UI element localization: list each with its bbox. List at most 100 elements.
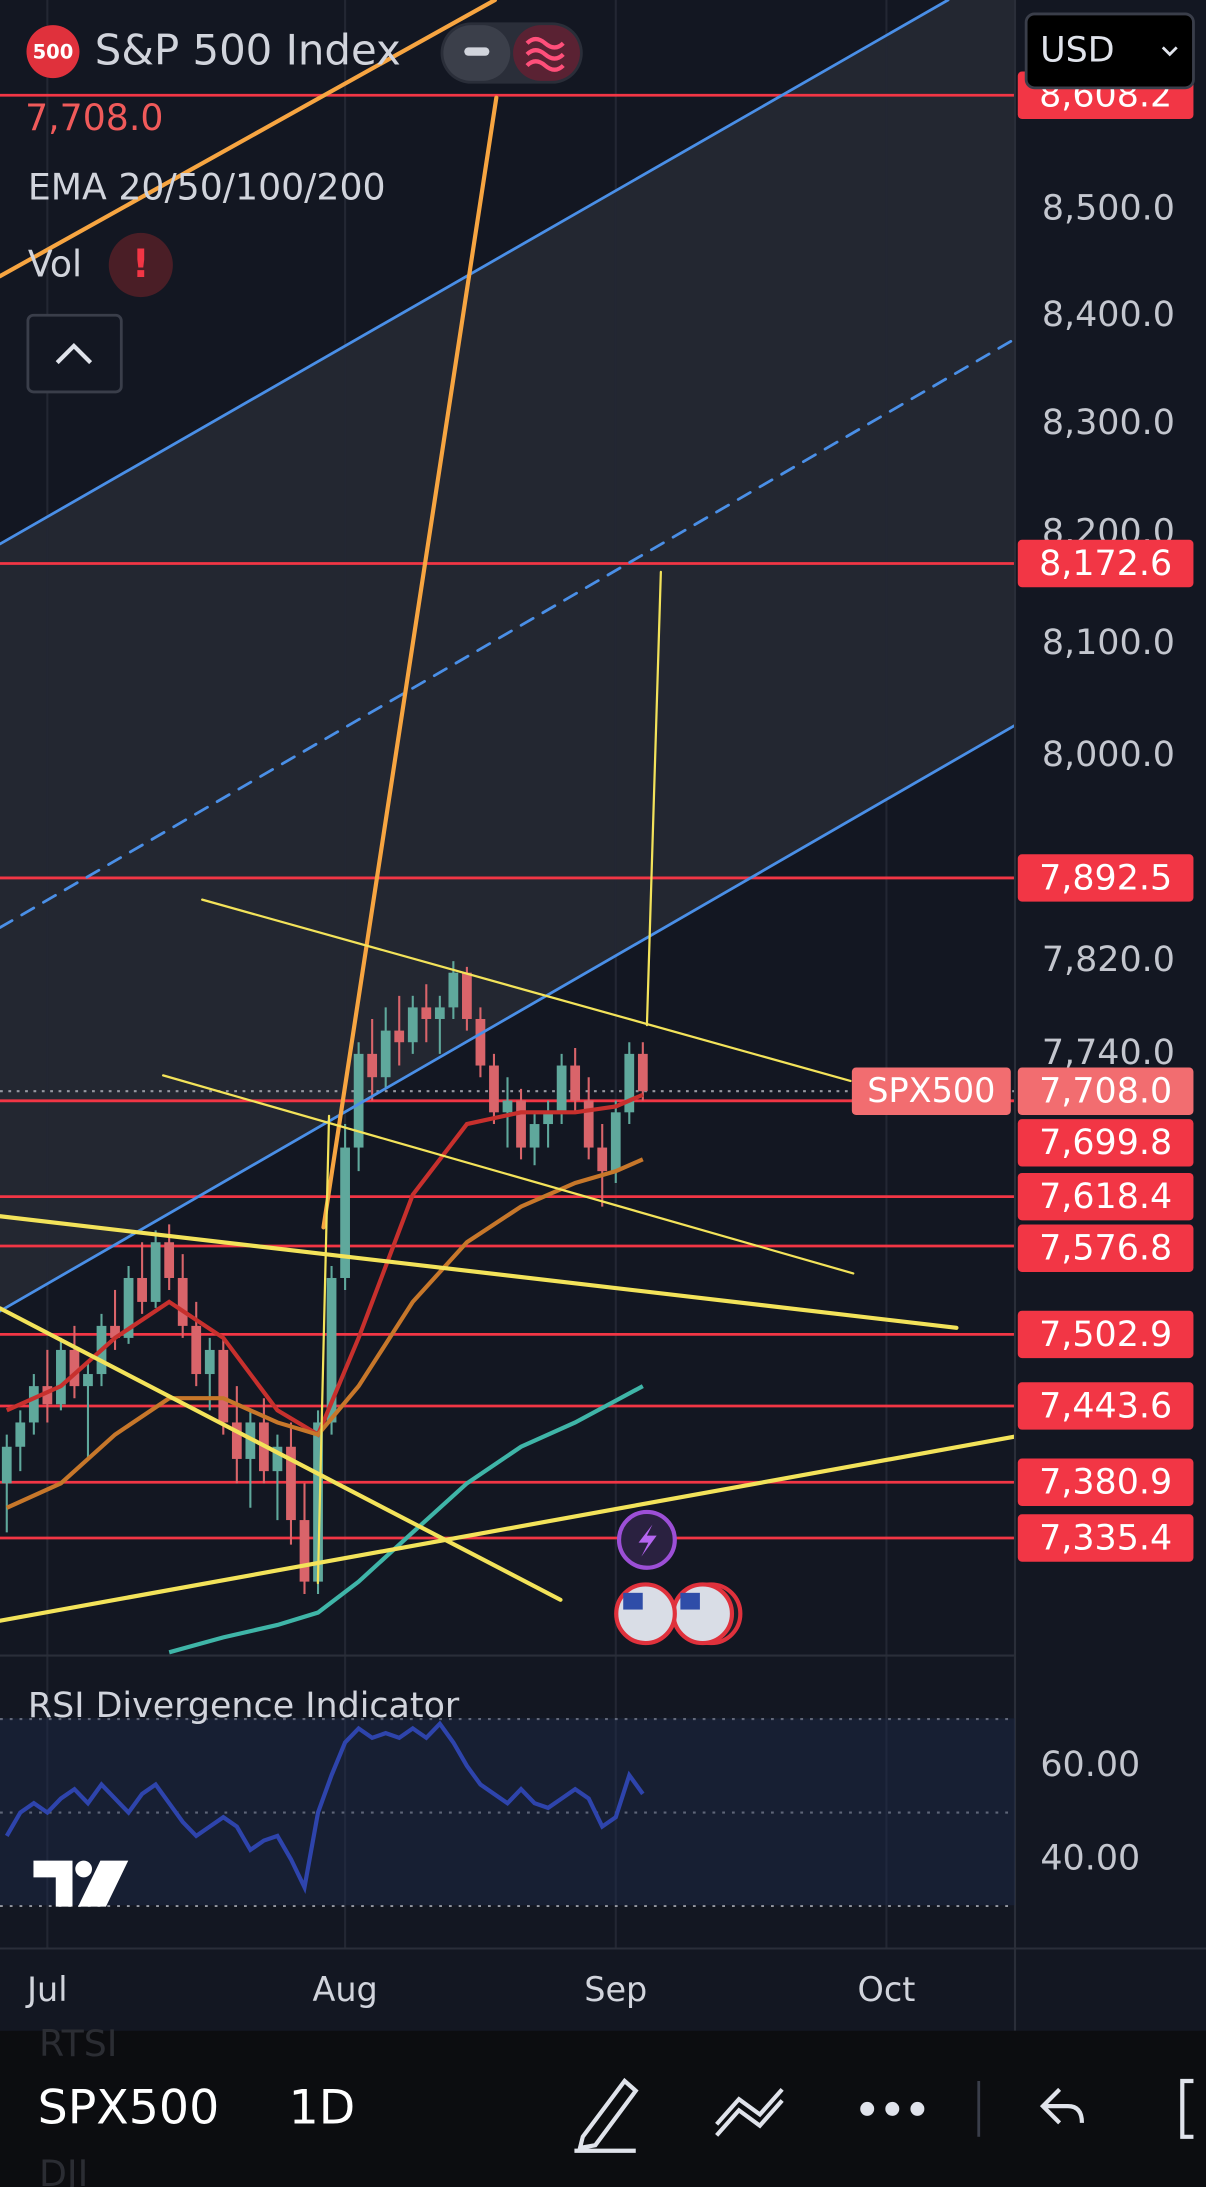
candle-body [407, 1007, 418, 1043]
indicator-label[interactable]: EMA 20/50/100/200 [28, 166, 386, 209]
candle-body [42, 1386, 53, 1405]
header: 500 S&P 500 Index 7,708.0 EMA 20/50/100/… [25, 12, 1195, 394]
candle-body [394, 1030, 405, 1043]
candle-body [123, 1277, 134, 1338]
candle-body [150, 1242, 161, 1302]
candle-body [434, 1007, 445, 1019]
tv-logo [33, 1860, 129, 1907]
candle-body [299, 1520, 310, 1582]
trend-line [201, 898, 852, 1083]
warning-mark: ! [132, 242, 150, 287]
trend-line [0, 1306, 563, 1602]
more-icon[interactable] [860, 2101, 875, 2116]
y-tick-label: 7,740.0 [1042, 1033, 1175, 1073]
trend-line [0, 337, 1017, 929]
symbol-tag-label: SPX500 [867, 1071, 995, 1110]
trend-line [0, 1434, 1018, 1623]
candle-body [380, 1030, 391, 1078]
candle-body [15, 1422, 26, 1447]
price-tag-label: 7,618.4 [1039, 1177, 1172, 1217]
x-tick-label: Aug [312, 1970, 377, 2009]
collapse-button[interactable] [26, 313, 123, 394]
ema-line [5, 1092, 644, 1438]
price-axis [1014, 0, 1206, 2031]
candle-body [353, 1053, 364, 1148]
y-tick-label: 7,820.0 [1042, 940, 1175, 980]
draw-icon[interactable] [574, 2077, 639, 2153]
candle-body [204, 1349, 215, 1375]
ema-line [168, 1384, 644, 1655]
candle-body [83, 1374, 93, 1387]
price-tag [1017, 1172, 1194, 1221]
trend-line [0, 1214, 959, 1330]
symbol-title[interactable]: S&P 500 Index [95, 25, 401, 74]
candle-body [56, 1349, 66, 1405]
price-tag [1017, 1224, 1194, 1272]
candle-body [462, 972, 472, 1019]
trend-line [0, 0, 498, 279]
price-tag [1017, 854, 1194, 902]
price-tag-label: 7,892.5 [1039, 858, 1172, 898]
candle-body [529, 1124, 540, 1148]
channel-fill [0, 0, 1015, 1312]
candle-body [69, 1349, 80, 1387]
volume-label[interactable]: Vol [28, 242, 82, 285]
candle-body [516, 1100, 526, 1148]
toolbar-interval[interactable]: 1D [289, 2080, 356, 2135]
price-tags: 8,608.28,172.67,892.57,708.0SPX5007,699.… [851, 71, 1194, 1562]
price-tag [1017, 539, 1194, 588]
x-tick-label: Oct [858, 1970, 916, 2009]
indicator-icon[interactable] [715, 2087, 784, 2137]
lightning [638, 1524, 657, 1557]
y-tick-label: 8,400.0 [1042, 295, 1175, 335]
symbol-tag [851, 1067, 1011, 1115]
price-tag [1017, 1382, 1194, 1430]
price-tag [1017, 1310, 1194, 1359]
price-tag [1017, 1458, 1194, 1506]
candle-body [326, 1277, 337, 1423]
price-tag-label: 7,335.4 [1039, 1518, 1172, 1558]
ema-line [5, 1157, 644, 1510]
candle-body [448, 972, 459, 1008]
trend-line [316, 1114, 331, 1585]
trend-line [0, 0, 950, 546]
chevron-up [55, 342, 93, 365]
badge-text: 500 [33, 40, 74, 63]
more-icon [885, 2101, 900, 2116]
candle-body [421, 1007, 432, 1019]
price-tag-label: 7,443.6 [1039, 1386, 1172, 1426]
rsi-title[interactable]: RSI Divergence Indicator [28, 1686, 460, 1726]
price-tag-label: 7,708.0 [1039, 1072, 1172, 1112]
candle-body [543, 1112, 553, 1125]
candle-body [502, 1100, 513, 1113]
candle-body [1, 1446, 12, 1484]
candle-body [164, 1242, 175, 1278]
flag-canton [623, 1592, 643, 1610]
trend-line [321, 95, 499, 1230]
price-tag [1017, 1067, 1194, 1115]
symbol-badge [26, 25, 80, 79]
price-tag-label: 7,502.9 [1039, 1315, 1172, 1355]
last-price: 7,708.0 [25, 96, 163, 139]
rsi-band [0, 1718, 1015, 1906]
watchlist-ghost: RTSI [39, 2022, 117, 2065]
logo-part [78, 1860, 129, 1907]
fullscreen-icon[interactable] [1180, 2078, 1194, 2139]
price-tag-label: 7,576.8 [1039, 1229, 1172, 1269]
y-tick-label: 8,100.0 [1042, 623, 1175, 663]
rsi-line [4, 1720, 645, 1895]
currency-select[interactable] [1024, 12, 1195, 90]
y-tick-label: 8,300.0 [1042, 403, 1175, 443]
candle-body [137, 1277, 147, 1302]
toolbar-symbol[interactable]: SPX500 [38, 2080, 220, 2135]
undo-icon[interactable] [1039, 2087, 1085, 2125]
price-tag-label: 7,699.8 [1039, 1123, 1172, 1163]
warning-icon[interactable] [108, 232, 173, 298]
candle-body [583, 1100, 594, 1148]
rsi-tick-label: 40.00 [1040, 1838, 1140, 1878]
candle-body [610, 1112, 621, 1172]
candle-body [272, 1446, 283, 1472]
logo-part [75, 1860, 93, 1878]
candle-body [597, 1147, 608, 1172]
